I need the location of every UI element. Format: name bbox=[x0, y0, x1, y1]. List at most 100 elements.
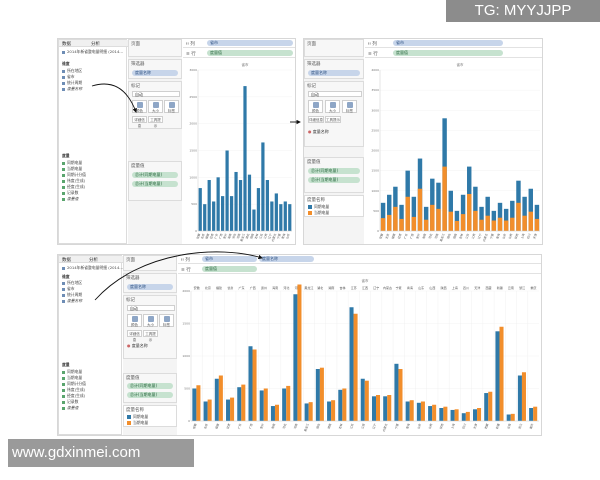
columns-pill[interactable]: 省市 bbox=[393, 40, 503, 46]
legend-item[interactable]: 当期电量 bbox=[308, 210, 329, 216]
color-button[interactable]: 颜色 bbox=[308, 100, 323, 113]
tab-analysis[interactable]: 分析 bbox=[91, 42, 100, 47]
legend-item[interactable]: 同期电量 bbox=[308, 204, 329, 210]
dimension-item[interactable]: 度量名称 bbox=[62, 298, 82, 304]
column-header-label: 海南 bbox=[272, 285, 278, 290]
size-button[interactable]: 大小 bbox=[143, 314, 158, 327]
rows-pill[interactable]: 度量值 bbox=[393, 50, 503, 56]
legend-item[interactable]: 同期电量 bbox=[127, 414, 148, 420]
columns-pill[interactable]: 省市 bbox=[202, 256, 257, 262]
bar bbox=[432, 404, 437, 421]
tooltip-button[interactable]: 工具提示 bbox=[143, 330, 158, 342]
dimension-item[interactable]: 统计周期 bbox=[62, 80, 82, 86]
y-tick-label: 2500 bbox=[189, 95, 197, 99]
legend-item[interactable]: 当期电量 bbox=[127, 420, 148, 426]
measure-item[interactable]: 纬度(生成) bbox=[62, 178, 85, 184]
measure-item[interactable]: 当期电量 bbox=[62, 375, 82, 381]
tooltip-button[interactable]: 工具提示 bbox=[325, 116, 341, 123]
x-tick-label: 河北 bbox=[231, 233, 237, 240]
filter-pill[interactable]: 度量名称 bbox=[308, 70, 360, 76]
rows-pill[interactable]: 度量值 bbox=[207, 50, 293, 56]
tab-data[interactable]: 数据 bbox=[62, 42, 71, 47]
size-button[interactable]: 大小 bbox=[325, 100, 340, 113]
x-tick-label: 湖南 bbox=[452, 233, 458, 240]
label-button[interactable]: 标签 bbox=[164, 100, 179, 113]
data-source[interactable]: 2014年新省整电量明细 (2014... bbox=[62, 265, 123, 271]
measure-value-pill[interactable]: 总计(同期电量) bbox=[132, 172, 178, 178]
bar bbox=[259, 390, 264, 421]
legend-title: 度量名称 bbox=[126, 408, 144, 413]
measure-value-pill[interactable]: 总计(同期电量) bbox=[308, 168, 360, 174]
bar bbox=[529, 408, 534, 421]
measure-value-pill[interactable]: 总计(当期电量) bbox=[132, 181, 178, 187]
database-icon bbox=[62, 50, 65, 54]
measure-value-pill[interactable]: 总计(同期电量) bbox=[127, 383, 173, 389]
measure-item[interactable]: 经度(生成) bbox=[62, 393, 85, 399]
bar bbox=[387, 194, 392, 231]
bar bbox=[349, 307, 354, 421]
measure-value-pill[interactable]: 总计(当期电量) bbox=[127, 392, 173, 398]
column-header-label: 黑龙江 bbox=[304, 285, 313, 290]
measure-values-title: 度量值 bbox=[126, 376, 140, 381]
dimension-item[interactable]: 省市 bbox=[62, 286, 75, 292]
y-tick-label: 500 bbox=[184, 387, 190, 391]
x-tick-label: 湖南 bbox=[327, 423, 333, 430]
filter-pill[interactable]: 度量名称 bbox=[127, 284, 173, 290]
color-pill-row[interactable]: ● 度量名称 bbox=[308, 129, 329, 134]
x-tick-label: 山西 bbox=[428, 423, 434, 430]
dimension-item[interactable]: 度量名称 bbox=[62, 86, 82, 92]
mark-type-select[interactable]: 自动 bbox=[132, 91, 180, 97]
dimension-item[interactable]: 统计周期 bbox=[62, 292, 82, 298]
measure-item[interactable]: 度量值 bbox=[62, 196, 78, 202]
label-button[interactable]: 标签 bbox=[342, 100, 357, 113]
measure-item[interactable]: 同期电量 bbox=[62, 369, 82, 375]
x-tick-label: 北京 bbox=[203, 423, 209, 430]
tab-analysis[interactable]: 分析 bbox=[89, 258, 98, 263]
legend-swatch bbox=[308, 205, 312, 209]
detail-button[interactable]: 详细信息 bbox=[132, 116, 147, 128]
columns-pill-2[interactable]: 度量名称 bbox=[259, 256, 314, 262]
tooltip-button[interactable]: 工具提示 bbox=[148, 116, 163, 128]
measure-item[interactable]: 记录数 bbox=[62, 190, 78, 196]
bar bbox=[450, 409, 455, 421]
dimension-item[interactable]: 所在地区 bbox=[62, 68, 82, 74]
pages-title: 页面 bbox=[131, 42, 140, 47]
x-tick-label: 云南 bbox=[506, 423, 512, 430]
hash-icon bbox=[62, 376, 65, 380]
mark-type-select[interactable]: 自动 bbox=[127, 305, 175, 311]
size-button[interactable]: 大小 bbox=[148, 100, 163, 113]
measure-item[interactable]: 当期电量 bbox=[62, 166, 82, 172]
measure-item[interactable]: 同期计分值 bbox=[62, 381, 86, 387]
x-tick-label: 上海 bbox=[520, 233, 526, 240]
hash-icon bbox=[62, 382, 65, 386]
color-button[interactable]: 颜色 bbox=[127, 314, 142, 327]
measure-value-pill[interactable]: 总计(当期电量) bbox=[308, 177, 360, 183]
detail-button[interactable]: 详细信息 bbox=[127, 330, 142, 342]
rows-pill[interactable]: 度量值 bbox=[202, 266, 257, 272]
data-source[interactable]: 2014年新省整电量明细 (2014... bbox=[62, 49, 123, 55]
column-header-label: 安徽 bbox=[194, 285, 200, 290]
columns-pill[interactable]: 省市 bbox=[207, 40, 293, 46]
tab-data[interactable]: 数据 bbox=[62, 258, 71, 263]
measure-item[interactable]: 纬度(生成) bbox=[62, 387, 85, 393]
measure-item[interactable]: 记录数 bbox=[62, 399, 78, 405]
dimension-item[interactable]: 省市 bbox=[62, 74, 75, 80]
bar bbox=[436, 182, 441, 231]
dimension-item[interactable]: 所在地区 bbox=[62, 280, 82, 286]
x-tick-label: 四川 bbox=[526, 233, 532, 240]
measure-item[interactable]: 度量值 bbox=[62, 405, 78, 411]
x-tick-label: 河南 bbox=[236, 233, 242, 240]
measure-item[interactable]: 同期电量 bbox=[62, 160, 82, 166]
bar bbox=[237, 387, 242, 421]
x-tick-label: 贵州 bbox=[222, 233, 228, 240]
detail-button[interactable]: 详细信息 bbox=[308, 116, 324, 123]
mark-type-select[interactable]: 自动 bbox=[308, 91, 362, 97]
label-button[interactable]: 标签 bbox=[159, 314, 174, 327]
filter-pill[interactable]: 度量名称 bbox=[132, 70, 178, 76]
color-pill-row[interactable]: ● 度量名称 bbox=[127, 343, 148, 348]
column-header-label: 贵州 bbox=[261, 285, 267, 290]
x-tick-label: 辽宁 bbox=[267, 233, 273, 240]
measure-item[interactable]: 同期计分值 bbox=[62, 172, 86, 178]
measure-item[interactable]: 经度(生成) bbox=[62, 184, 85, 190]
bar bbox=[522, 196, 527, 231]
